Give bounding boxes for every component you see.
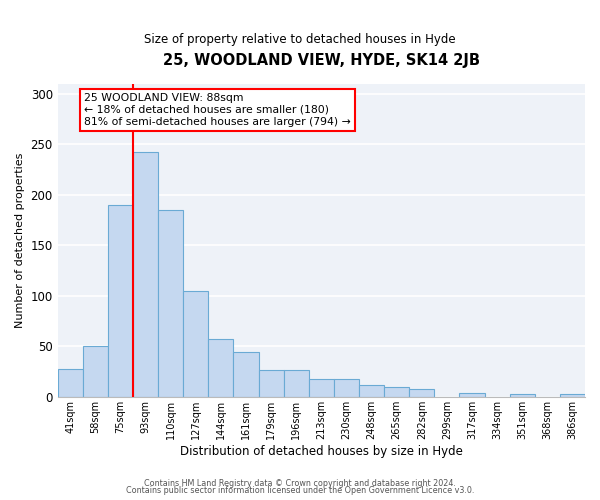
Text: Size of property relative to detached houses in Hyde: Size of property relative to detached ho…	[144, 32, 456, 46]
Bar	[384, 386, 409, 397]
Bar	[409, 388, 434, 397]
Bar	[83, 346, 108, 397]
Bar	[259, 370, 284, 397]
Bar	[183, 291, 208, 397]
Y-axis label: Number of detached properties: Number of detached properties	[15, 152, 25, 328]
Bar	[509, 394, 535, 397]
Text: Contains HM Land Registry data © Crown copyright and database right 2024.: Contains HM Land Registry data © Crown c…	[144, 478, 456, 488]
Bar	[359, 384, 384, 397]
Bar	[58, 368, 83, 397]
Bar	[309, 378, 334, 397]
Text: 25 WOODLAND VIEW: 88sqm
← 18% of detached houses are smaller (180)
81% of semi-d: 25 WOODLAND VIEW: 88sqm ← 18% of detache…	[84, 94, 351, 126]
Bar	[284, 370, 309, 397]
Bar	[108, 205, 133, 397]
Bar	[208, 340, 233, 397]
Bar	[460, 393, 485, 397]
Bar	[158, 210, 183, 397]
Bar	[560, 394, 585, 397]
Title: 25, WOODLAND VIEW, HYDE, SK14 2JB: 25, WOODLAND VIEW, HYDE, SK14 2JB	[163, 52, 480, 68]
Bar	[233, 352, 259, 397]
Bar	[334, 378, 359, 397]
Text: Contains public sector information licensed under the Open Government Licence v3: Contains public sector information licen…	[126, 486, 474, 495]
X-axis label: Distribution of detached houses by size in Hyde: Distribution of detached houses by size …	[180, 444, 463, 458]
Bar	[133, 152, 158, 397]
